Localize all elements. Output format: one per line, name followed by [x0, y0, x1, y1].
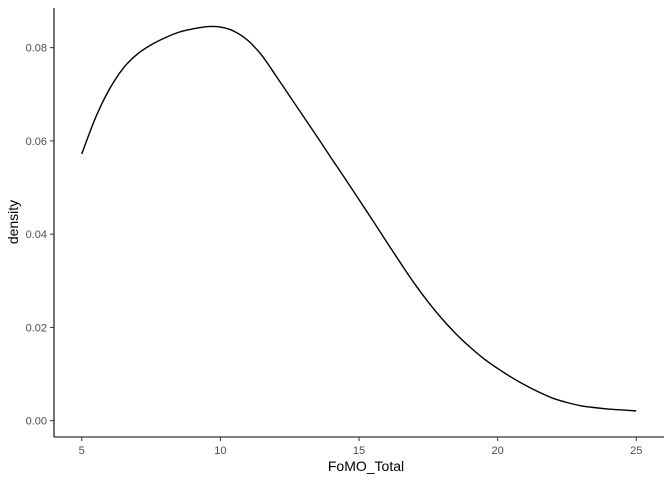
x-tick-label: 10 [214, 445, 226, 457]
y-axis-title: density [5, 200, 21, 244]
x-tick-label: 20 [492, 445, 504, 457]
y-ticks: 0.00 0.02 0.04 0.06 0.08 [26, 43, 54, 428]
x-tick-label: 15 [353, 445, 365, 457]
x-ticks: 5 10 15 20 25 [79, 437, 642, 457]
x-axis-title: FoMO_Total [328, 458, 404, 474]
x-tick-label: 25 [630, 445, 642, 457]
y-tick-label: 0.02 [26, 322, 47, 334]
y-tick-label: 0.06 [26, 136, 47, 148]
x-tick-label: 5 [79, 445, 85, 457]
y-tick-label: 0.00 [26, 416, 47, 428]
y-tick-label: 0.08 [26, 43, 47, 55]
density-curve [81, 25, 637, 412]
y-tick-label: 0.04 [26, 229, 47, 241]
